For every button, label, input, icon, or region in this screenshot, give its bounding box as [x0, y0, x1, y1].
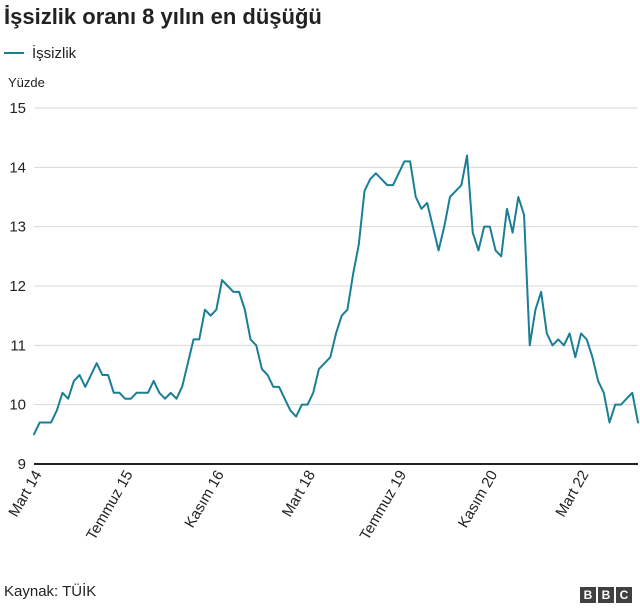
line-chart: Yüzde 9 10 11 12 13 14 15 Mart 14 Temmuz 15 Kasım … — [5, 75, 639, 544]
x-tick-label: Kasım 16 — [181, 468, 227, 531]
x-tick-label: Mart 14 — [5, 468, 45, 521]
x-tick-label: Temmuz 19 — [357, 468, 410, 544]
y-tick-label: 11 — [10, 337, 26, 354]
bbc-logo: B B C — [580, 587, 632, 603]
legend-swatch — [4, 52, 24, 54]
y-tick-label: 10 — [9, 397, 26, 414]
x-tick-label: Temmuz 15 — [83, 468, 136, 544]
series-line-issizlik — [33, 154, 639, 436]
x-tick-label: Mart 18 — [279, 468, 319, 521]
bbc-logo-letter: B — [598, 587, 614, 603]
y-axis-unit-label: Yüzde — [8, 75, 45, 90]
legend: İşsizlik — [4, 44, 76, 62]
bbc-logo-letter: B — [580, 587, 596, 603]
chart-title: İşsizlik oranı 8 yılın en düşüğü — [4, 4, 322, 29]
x-tick-label: Mart 22 — [552, 468, 592, 521]
y-tick-label: 14 — [9, 159, 26, 176]
bbc-logo-letter: C — [616, 587, 632, 603]
x-tick-label: Kasım 20 — [455, 468, 501, 531]
y-tick-label: 9 — [18, 456, 26, 473]
source-note: Kaynak: TÜİK — [4, 583, 97, 600]
legend-label: İşsizlik — [32, 44, 77, 62]
y-tick-label: 15 — [9, 100, 26, 117]
y-tick-label: 12 — [9, 278, 26, 295]
y-tick-label: 13 — [9, 219, 26, 236]
